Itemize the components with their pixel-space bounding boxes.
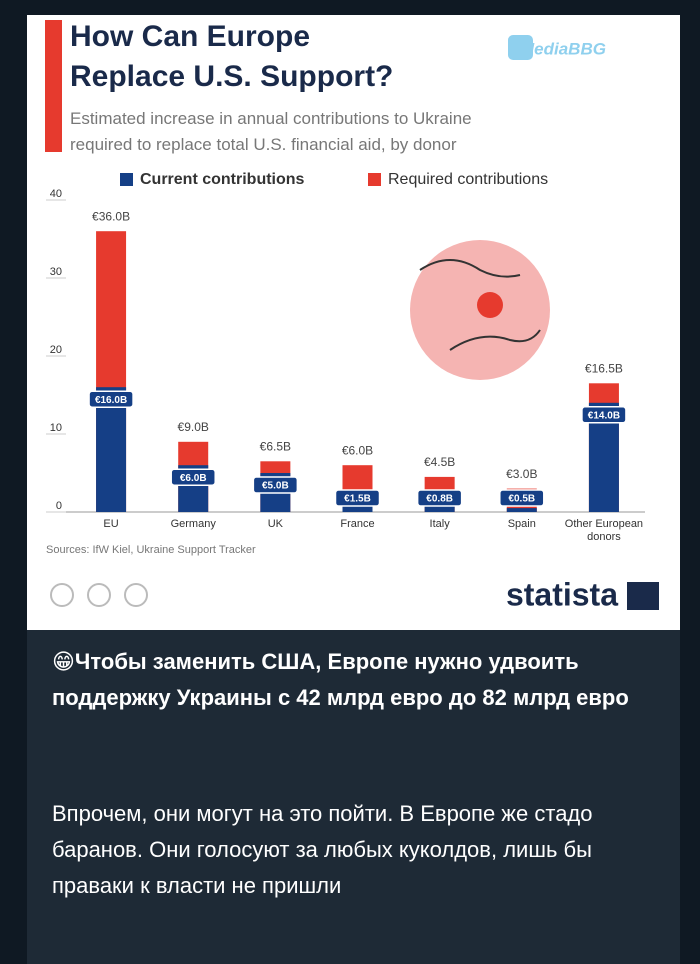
icon	[124, 583, 148, 607]
chart-subtitle: Estimated increase in annual contributio…	[70, 109, 472, 154]
icon	[50, 583, 74, 607]
value-label-box	[88, 390, 134, 408]
value-label: €16.5B	[585, 361, 623, 375]
value-label-box	[170, 468, 216, 486]
title-accent	[45, 20, 62, 152]
icon	[87, 583, 111, 607]
y-tick-label: 30	[50, 266, 62, 278]
y-tick-label: 10	[50, 422, 62, 434]
value-label: €6.0B	[180, 473, 207, 484]
x-tick-label: Italy	[429, 518, 450, 530]
illustration-hands	[419, 259, 541, 351]
legend-swatch	[368, 173, 381, 186]
value-label: €6.0B	[342, 443, 373, 457]
y-tick-label: 20	[50, 344, 62, 356]
value-label-box	[416, 489, 463, 507]
legend-label: Current contributions	[140, 171, 305, 188]
x-tick-label: EU	[103, 518, 119, 530]
post-headline: 😁Чтобы заменить США, Европе нужно удвоит…	[52, 649, 629, 710]
post-text: Впрочем, они могут на это пойти. В Европ…	[52, 801, 593, 898]
x-tick-label: Other European donors	[564, 518, 644, 543]
chart-background	[27, 15, 680, 630]
legend-swatch	[120, 173, 133, 186]
chart-subtitle: required to replace total U.S. financial…	[70, 135, 457, 154]
value-label: €3.0B	[506, 467, 537, 481]
value-label: €1.5B	[344, 494, 371, 505]
brand: statista	[506, 576, 618, 612]
message-bubble: 😁Чтобы заменить США, Европе нужно удвоит…	[27, 630, 680, 964]
x-tick-label: France	[340, 518, 375, 530]
value-label: €36.0B	[92, 209, 130, 223]
bar	[424, 505, 455, 512]
value-label: €16.0B	[95, 395, 127, 406]
x-tick-label: Spain	[507, 518, 536, 530]
license-icons	[50, 583, 148, 607]
value-label: €5.0B	[262, 481, 289, 492]
value-label-box	[252, 476, 299, 494]
chart-title: Replace U.S. Support?	[70, 60, 393, 93]
watermark-icon	[508, 35, 533, 60]
chart: How Can Europe Replace U.S. Support? Medi…	[27, 15, 680, 630]
chart-title: How Can Europe	[70, 20, 310, 53]
illustration-coin	[477, 292, 503, 318]
value-label: €14.0B	[588, 410, 620, 421]
chart-title: How Can Europe Replace U.S. Support?	[70, 20, 393, 93]
value-label-box	[499, 489, 545, 507]
value-label-box	[334, 489, 381, 507]
value-label: €0.8B	[426, 494, 453, 505]
legend-label: Required contributions	[388, 171, 548, 188]
value-label-box	[581, 406, 627, 424]
source: Sources: IfW Kiel, Ukraine Support Track…	[46, 544, 256, 556]
y-tick-label: 0	[56, 500, 62, 512]
bar	[506, 508, 537, 512]
brand-logo	[627, 582, 659, 610]
value-label: €4.5B	[424, 455, 455, 469]
value-label: €6.5B	[260, 439, 291, 453]
watermark: MediaBBG	[520, 39, 606, 58]
x-tick-label: UK	[267, 518, 283, 530]
value-label: €0.5B	[508, 494, 535, 505]
x-tick-label: Germany	[170, 518, 216, 530]
y-tick-label: 40	[50, 188, 62, 200]
value-label: €9.0B	[178, 420, 209, 434]
chart-subtitle: Estimated increase in annual contributio…	[70, 109, 472, 128]
bar	[96, 387, 127, 512]
